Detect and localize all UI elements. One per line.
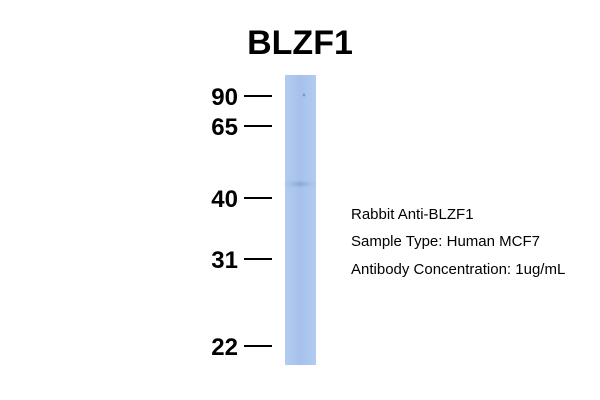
marker-label: 31 bbox=[211, 247, 238, 274]
marker-label: 22 bbox=[211, 334, 238, 361]
lane bbox=[285, 75, 316, 365]
marker-label: 40 bbox=[211, 186, 238, 213]
info-line: Sample Type: Human MCF7 bbox=[351, 233, 540, 250]
info-line: Rabbit Anti-BLZF1 bbox=[351, 206, 474, 223]
band bbox=[282, 179, 318, 189]
title: BLZF1 bbox=[247, 24, 353, 62]
marker-label: 90 bbox=[211, 84, 238, 111]
marker-label: 65 bbox=[211, 114, 238, 141]
marker-ladder: 90 65 40 31 22 bbox=[211, 84, 272, 361]
speck bbox=[302, 93, 306, 97]
info-line: Antibody Concentration: 1ug/mL bbox=[351, 261, 565, 278]
